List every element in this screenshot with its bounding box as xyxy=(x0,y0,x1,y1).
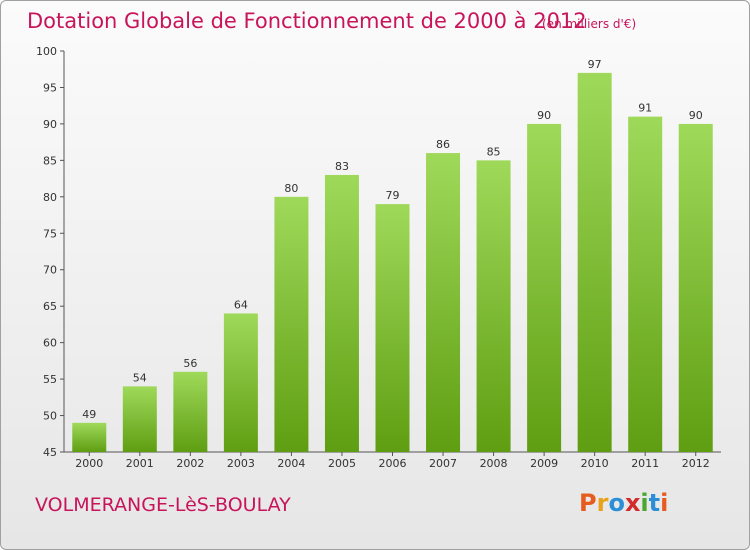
bar xyxy=(678,123,713,452)
data-label: 86 xyxy=(436,138,450,151)
logo-letter: t xyxy=(648,489,661,517)
x-tick-label: 2002 xyxy=(176,457,204,470)
y-tick-label: 45 xyxy=(43,446,57,459)
bar xyxy=(122,386,157,452)
bar xyxy=(72,422,107,452)
x-tick-label: 2000 xyxy=(75,457,103,470)
x-tick-label: 2003 xyxy=(227,457,255,470)
data-label: 85 xyxy=(487,145,501,158)
y-tick-label: 55 xyxy=(43,373,57,386)
chart-title: Dotation Globale de Fonctionnement de 20… xyxy=(27,9,587,33)
x-tick-label: 2010 xyxy=(581,457,609,470)
x-tick-label: 2001 xyxy=(126,457,154,470)
logo-letter: i xyxy=(640,489,649,517)
y-tick-label: 95 xyxy=(43,81,57,94)
y-tick-label: 60 xyxy=(43,337,57,350)
bar xyxy=(476,160,511,452)
bar xyxy=(173,371,208,452)
logo-letter: i xyxy=(660,489,669,517)
x-tick-label: 2011 xyxy=(631,457,659,470)
data-label: 91 xyxy=(638,102,652,115)
bar xyxy=(324,174,359,453)
data-label: 90 xyxy=(689,109,703,122)
y-tick-label: 50 xyxy=(43,410,57,423)
x-tick-label: 2004 xyxy=(277,457,305,470)
data-label: 54 xyxy=(133,371,147,384)
bar xyxy=(274,196,309,452)
data-label: 56 xyxy=(183,357,197,370)
bar xyxy=(628,116,663,453)
bar xyxy=(577,72,612,452)
logo-letter: P xyxy=(579,489,597,517)
bar xyxy=(375,204,410,452)
bar xyxy=(527,123,562,452)
data-label: 80 xyxy=(284,182,298,195)
commune-name: VOLMERANGE-LèS-BOULAY xyxy=(35,494,291,516)
data-label: 49 xyxy=(82,408,96,421)
logo-letter: r xyxy=(596,489,609,517)
x-tick-label: 2012 xyxy=(682,457,710,470)
y-tick-label: 90 xyxy=(43,118,57,131)
x-tick-label: 2007 xyxy=(429,457,457,470)
y-tick-label: 85 xyxy=(43,154,57,167)
bar xyxy=(223,313,258,452)
y-tick-label: 100 xyxy=(36,45,57,58)
data-label: 79 xyxy=(386,189,400,202)
data-label: 83 xyxy=(335,160,349,173)
logo-letter: x xyxy=(624,489,641,517)
y-tick-label: 80 xyxy=(43,191,57,204)
logo-letter: o xyxy=(608,489,625,517)
x-tick-label: 2005 xyxy=(328,457,356,470)
data-label: 97 xyxy=(588,58,602,71)
proxiti-logo: Proxiti xyxy=(579,489,668,517)
y-tick-label: 65 xyxy=(43,300,57,313)
data-label: 64 xyxy=(234,298,248,311)
chart-unit-subtitle: (en milliers d'€) xyxy=(542,17,637,31)
x-tick-label: 2006 xyxy=(379,457,407,470)
bar xyxy=(426,153,461,452)
y-tick-label: 70 xyxy=(43,264,57,277)
x-tick-label: 2008 xyxy=(480,457,508,470)
y-tick-label: 75 xyxy=(43,227,57,240)
x-tick-label: 2009 xyxy=(530,457,558,470)
data-label: 90 xyxy=(537,109,551,122)
